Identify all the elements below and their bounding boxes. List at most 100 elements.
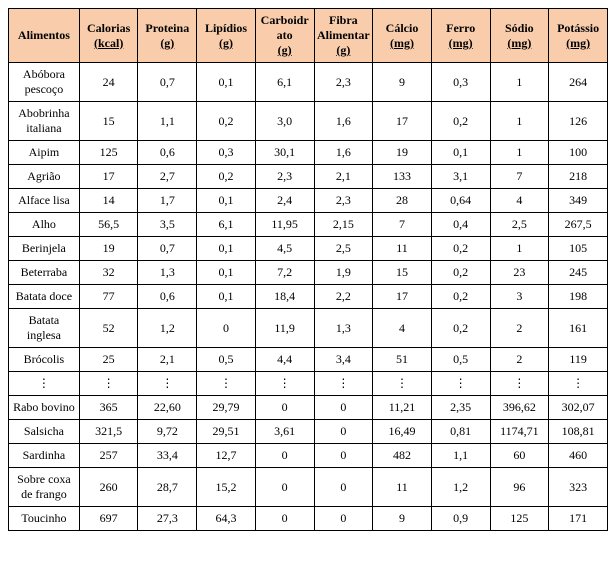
value-cell: 14 (79, 189, 138, 213)
value-cell: ⋮ (431, 372, 490, 396)
col-header: Calorias(kcal) (79, 9, 138, 63)
value-cell: 27,3 (138, 507, 197, 531)
value-cell: 51 (373, 348, 432, 372)
value-cell: 96 (490, 468, 549, 507)
value-cell: 1,6 (314, 102, 373, 141)
value-cell: 15 (373, 261, 432, 285)
food-name-cell: ⋮ (9, 372, 80, 396)
value-cell: ⋮ (373, 372, 432, 396)
value-cell: 4,4 (255, 348, 314, 372)
col-label: Ferro (434, 21, 488, 36)
food-name-cell: Abobrinha italiana (9, 102, 80, 141)
value-cell: 0,5 (197, 348, 256, 372)
value-cell: 19 (79, 237, 138, 261)
value-cell: ⋮ (255, 372, 314, 396)
value-cell: 267,5 (549, 213, 608, 237)
value-cell: 19 (373, 141, 432, 165)
col-unit: (mg) (375, 36, 429, 51)
col-unit: (mg) (551, 36, 605, 51)
value-cell: 6,1 (197, 213, 256, 237)
value-cell: 0,2 (431, 237, 490, 261)
col-label: Fibra Alimentar (317, 13, 371, 43)
col-label: Carboidrato (258, 13, 312, 43)
value-cell: 264 (549, 63, 608, 102)
value-cell: 0,6 (138, 285, 197, 309)
value-cell: 4,5 (255, 237, 314, 261)
value-cell: 0,7 (138, 63, 197, 102)
value-cell: 1,2 (431, 468, 490, 507)
col-label: Cálcio (375, 21, 429, 36)
value-cell: 0 (197, 309, 256, 348)
col-header: Sódio(mg) (490, 9, 549, 63)
value-cell: 125 (490, 507, 549, 531)
table-row: Rabo bovino36522,6029,790011,212,35396,6… (9, 396, 608, 420)
value-cell: 28,7 (138, 468, 197, 507)
value-cell: 2,5 (314, 237, 373, 261)
value-cell: 1,1 (431, 444, 490, 468)
value-cell: 9,72 (138, 420, 197, 444)
value-cell: 0,2 (197, 102, 256, 141)
value-cell: 460 (549, 444, 608, 468)
food-name-cell: Berinjela (9, 237, 80, 261)
table-row: ⋮⋮⋮⋮⋮⋮⋮⋮⋮⋮ (9, 372, 608, 396)
table-row: Aipim1250,60,330,11,6190,11100 (9, 141, 608, 165)
table-row: Beterraba321,30,17,21,9150,223245 (9, 261, 608, 285)
col-label: Proteina (140, 21, 194, 36)
table-row: Brócolis252,10,54,43,4510,52119 (9, 348, 608, 372)
food-name-cell: Toucinho (9, 507, 80, 531)
value-cell: 17 (79, 165, 138, 189)
col-header: Potássio(mg) (549, 9, 608, 63)
value-cell: 23 (490, 261, 549, 285)
food-name-cell: Rabo bovino (9, 396, 80, 420)
value-cell: 302,07 (549, 396, 608, 420)
value-cell: 1 (490, 141, 549, 165)
value-cell: 0,4 (431, 213, 490, 237)
value-cell: 3,5 (138, 213, 197, 237)
table-row: Salsicha321,59,7229,513,61016,490,811174… (9, 420, 608, 444)
food-name-cell: Sardinha (9, 444, 80, 468)
value-cell: 11 (373, 468, 432, 507)
value-cell: 1 (490, 237, 549, 261)
value-cell: ⋮ (490, 372, 549, 396)
value-cell: 0,6 (138, 141, 197, 165)
value-cell: 0 (314, 396, 373, 420)
col-unit: (mg) (434, 36, 488, 51)
value-cell: 697 (79, 507, 138, 531)
value-cell: 15,2 (197, 468, 256, 507)
value-cell: 2,15 (314, 213, 373, 237)
value-cell: 24 (79, 63, 138, 102)
value-cell: 0 (255, 444, 314, 468)
value-cell: 1,3 (314, 309, 373, 348)
food-name-cell: Brócolis (9, 348, 80, 372)
value-cell: 52 (79, 309, 138, 348)
value-cell: 18,4 (255, 285, 314, 309)
value-cell: 11,95 (255, 213, 314, 237)
value-cell: 77 (79, 285, 138, 309)
value-cell: 6,1 (255, 63, 314, 102)
value-cell: 0 (255, 468, 314, 507)
table-header: AlimentosCalorias(kcal)Proteina(g)Lipídi… (9, 9, 608, 63)
col-header: Lipídios(g) (197, 9, 256, 63)
table-row: Sardinha25733,412,7004821,160460 (9, 444, 608, 468)
value-cell: 0 (314, 507, 373, 531)
value-cell: 28 (373, 189, 432, 213)
value-cell: 0,7 (138, 237, 197, 261)
col-unit: (mg) (493, 36, 547, 51)
value-cell: 2,4 (255, 189, 314, 213)
nutrition-table: AlimentosCalorias(kcal)Proteina(g)Lipídi… (8, 8, 608, 531)
value-cell: 260 (79, 468, 138, 507)
value-cell: 4 (373, 309, 432, 348)
value-cell: 108,81 (549, 420, 608, 444)
table-row: Batata doce770,60,118,42,2170,23198 (9, 285, 608, 309)
table-row: Abóbora pescoço240,70,16,12,390,31264 (9, 63, 608, 102)
col-header: Ferro(mg) (431, 9, 490, 63)
value-cell: 29,79 (197, 396, 256, 420)
value-cell: 396,62 (490, 396, 549, 420)
value-cell: ⋮ (314, 372, 373, 396)
value-cell: 2,1 (314, 165, 373, 189)
value-cell: 1 (490, 63, 549, 102)
value-cell: 2,3 (314, 63, 373, 102)
value-cell: 0 (314, 420, 373, 444)
value-cell: 1,7 (138, 189, 197, 213)
food-name-cell: Beterraba (9, 261, 80, 285)
